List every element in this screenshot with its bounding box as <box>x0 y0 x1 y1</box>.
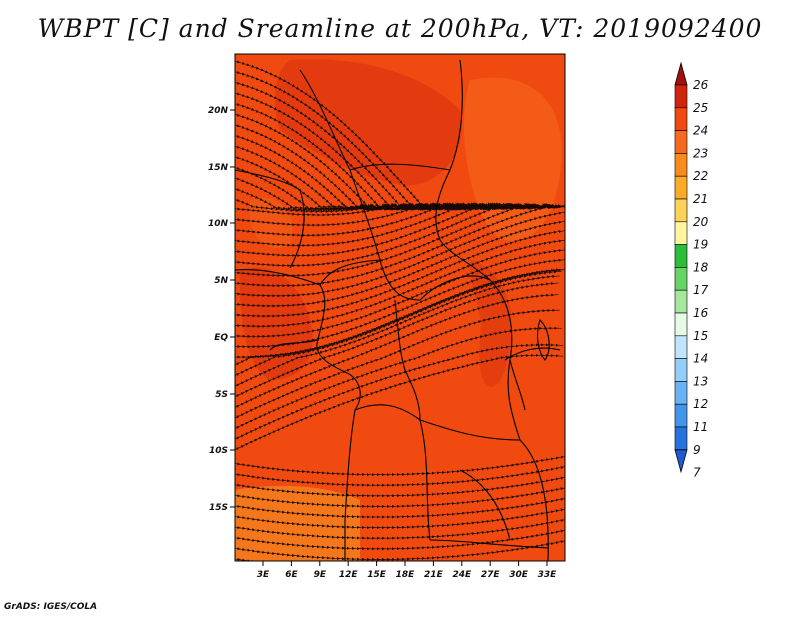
streamlines <box>235 59 565 561</box>
colorbar-segment <box>674 175 688 200</box>
colorbar-label: 13 <box>693 374 708 388</box>
colorbar-label: 19 <box>693 238 708 252</box>
colorbar-segment <box>674 358 688 382</box>
colorbar-segment <box>674 289 688 314</box>
lon-tick-label: 21E <box>424 570 444 580</box>
latitude-axis: 20N 15N 10N 5N EQ 5S 10S 15S <box>208 106 235 513</box>
colorbar-label: 26 <box>693 78 709 92</box>
streamline <box>235 539 565 561</box>
colorbar-bottom-arrow <box>674 449 688 474</box>
streamline <box>235 353 564 453</box>
colorbar-segment <box>674 198 688 223</box>
colorbar-label: 20 <box>693 215 709 229</box>
colorbar-segment <box>674 267 688 291</box>
colorbar-label: 17 <box>693 283 709 297</box>
lon-tick-label: 12E <box>339 570 359 580</box>
colorbar-segment <box>674 221 688 245</box>
colorbar-label: 25 <box>693 101 708 115</box>
lon-tick-label: 33E <box>538 570 558 580</box>
colorbar: 26 25 24 23 22 21 20 19 18 17 16 15 14 13 12 11 9 7 <box>674 61 709 480</box>
colorbar-label: 15 <box>693 329 708 343</box>
colorbar-label: 14 <box>693 352 708 366</box>
colorbar-label: 23 <box>693 146 708 160</box>
lat-tick-label: 5S <box>215 390 228 400</box>
colorbar-segment <box>674 403 688 428</box>
wbpt-field <box>235 54 565 561</box>
lat-tick-label: 15S <box>209 503 228 513</box>
lat-tick-label: EQ <box>214 333 228 343</box>
lat-tick-label: 10N <box>208 219 229 229</box>
lat-tick-label: 5N <box>214 276 228 286</box>
lat-tick-label: 20N <box>208 106 229 116</box>
streamline <box>235 557 291 561</box>
lon-tick-label: 9E <box>314 570 327 580</box>
colorbar-segment <box>674 84 688 109</box>
colorbar-segment <box>674 107 688 131</box>
colorbar-segment <box>674 426 688 451</box>
lon-tick-label: 15E <box>367 570 387 580</box>
colorbar-label: 12 <box>693 397 708 411</box>
map-title: WBPT [C] and Sreamline at 200hPa, VT: 20… <box>37 14 763 43</box>
colorbar-segment <box>674 130 688 154</box>
lon-tick-label: 24E <box>452 570 472 580</box>
lon-tick-label: 18E <box>396 570 416 580</box>
map-frame <box>234 53 566 562</box>
colorbar-segment <box>674 381 688 405</box>
country-borders <box>235 59 561 561</box>
colorbar-segment <box>674 244 688 268</box>
lon-tick-label: 6E <box>285 570 298 580</box>
colorbar-label: 21 <box>693 192 708 206</box>
colorbar-label: 7 <box>693 466 701 480</box>
grads-credit: GrADS: IGES/COLA <box>4 602 98 612</box>
lon-tick-label: 27E <box>481 570 501 580</box>
colorbar-label: 11 <box>693 420 708 434</box>
longitude-axis: 3E 6E 9E 12E 15E 18E 21E 24E 27E 30E 33E <box>257 561 557 580</box>
lon-tick-label: 3E <box>257 570 270 580</box>
colorbar-label: 18 <box>693 260 709 274</box>
colorbar-label: 24 <box>693 124 708 138</box>
colorbar-segment <box>674 312 688 337</box>
colorbar-segment <box>674 335 688 359</box>
colorbar-label: 9 <box>693 443 701 457</box>
lon-tick-label: 30E <box>509 570 529 580</box>
lat-tick-label: 15N <box>208 163 229 173</box>
colorbar-label: 22 <box>693 169 708 183</box>
colorbar-segment <box>674 153 688 177</box>
lat-tick-label: 10S <box>209 446 228 456</box>
colorbar-label: 16 <box>693 306 709 320</box>
colorbar-top-arrow <box>674 61 688 86</box>
